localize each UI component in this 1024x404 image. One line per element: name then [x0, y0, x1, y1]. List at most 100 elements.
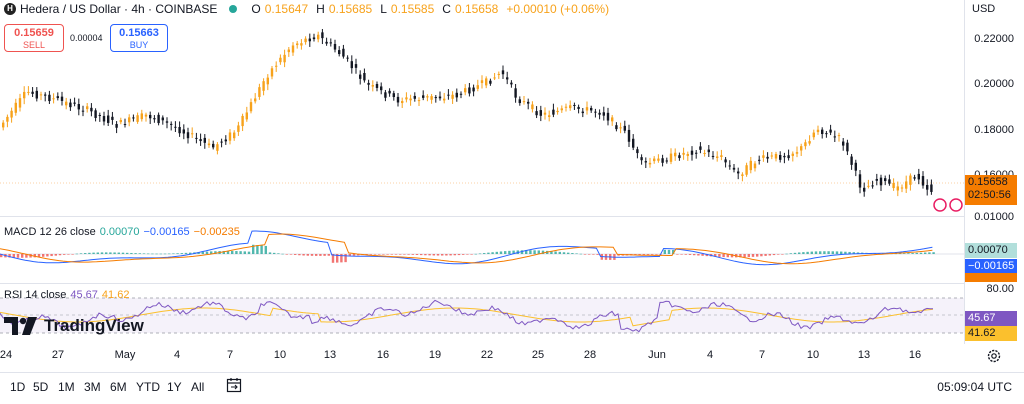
candle-body: [447, 94, 450, 96]
macd-histogram-bar: [319, 254, 322, 256]
macd-histogram-bar: [109, 252, 112, 254]
macd-histogram-bar: [0, 254, 3, 258]
candle-body: [548, 115, 551, 117]
rsi-line: [0, 299, 933, 333]
candle-body: [308, 38, 311, 42]
timeframe-6m[interactable]: 6M: [110, 380, 127, 394]
macd-histogram-bar: [12, 254, 15, 258]
macd-histogram-bar: [180, 253, 183, 254]
macd-histogram-bar: [50, 254, 53, 257]
candle-body: [732, 167, 736, 170]
macd-histogram-bar: [714, 254, 717, 257]
chart-area[interactable]: [0, 0, 964, 344]
macd-histogram-bar: [697, 254, 700, 256]
candle-body: [674, 152, 677, 157]
macd-histogram-bar: [277, 253, 280, 254]
candle-body: [321, 32, 324, 39]
time-tick: 7: [226, 349, 234, 361]
macd-histogram-bar: [655, 254, 658, 255]
timeframe-all[interactable]: All: [191, 380, 205, 394]
macd-histogram-bar: [726, 254, 729, 258]
rsi-value: 45.67: [70, 289, 98, 301]
symbol-title[interactable]: Hedera / US Dollar · 4h · COINBASE: [20, 2, 218, 16]
time-tick: 7: [758, 349, 766, 361]
currency-selector[interactable]: USD: [968, 0, 1016, 18]
time-tick: 13: [857, 349, 871, 361]
candle-body: [44, 94, 47, 96]
macd-histogram-bar: [285, 254, 288, 255]
timeframe-ytd[interactable]: YTD: [136, 380, 160, 394]
candle-body: [501, 70, 505, 75]
candle-body: [94, 110, 97, 118]
macd-histogram-bar: [323, 254, 326, 256]
candle-body: [619, 127, 622, 129]
time-axis[interactable]: 24 27 May 4 7 10 13 16 19 22 25 28 Jun 4…: [0, 344, 1024, 366]
macd-histogram-bar: [525, 250, 528, 254]
spread-value: 0.00004: [70, 33, 103, 43]
macd-histogram-bar: [924, 252, 927, 254]
candle-body: [657, 158, 660, 161]
timeframe-1m[interactable]: 1M: [58, 380, 75, 394]
candle-body: [216, 144, 219, 151]
macd-histogram-bar: [730, 254, 734, 258]
macd-histogram-bar: [315, 254, 318, 256]
macd-signal-line: [0, 233, 933, 265]
macd-histogram-bar: [298, 254, 301, 256]
macd-signal-value: −0.00235: [193, 226, 240, 238]
macd-histogram-bar: [541, 250, 545, 254]
candle-body: [905, 181, 908, 189]
macd-histogram-bar: [147, 253, 150, 255]
timeframe-5d[interactable]: 5D: [33, 380, 49, 394]
macd-histogram-bar: [478, 253, 482, 255]
macd-histogram-bar: [558, 251, 561, 254]
candle-body: [338, 50, 341, 55]
candle-body: [774, 153, 778, 159]
bar-countdown: 02:50:56: [968, 189, 1011, 201]
candle-body: [779, 155, 782, 160]
candle-body: [455, 92, 458, 98]
go-to-date-calendar-icon[interactable]: [226, 377, 242, 393]
macd-legend[interactable]: MACD 12 26 close 0.00070 −0.00165 −0.00235: [4, 226, 240, 238]
candle-body: [766, 156, 769, 159]
timeframe-1y[interactable]: 1Y: [167, 380, 182, 394]
candle-body: [388, 90, 391, 94]
buy-button[interactable]: 0.15663 BUY: [110, 24, 168, 52]
rsi-legend[interactable]: RSI 14 close 45.67 41.62: [4, 289, 129, 301]
settings-gear-icon[interactable]: [987, 349, 1001, 363]
macd-histogram-bar: [852, 252, 855, 254]
macd-histogram-bar: [806, 251, 809, 254]
price-axis[interactable]: 0.22000 0.20000 0.18000 0.16000 0.01000 …: [964, 0, 1024, 344]
macd-histogram-bar: [289, 254, 293, 255]
chart-canvas[interactable]: [0, 0, 964, 344]
sell-button[interactable]: 0.15659 SELL: [4, 24, 64, 52]
timeframe-1d[interactable]: 1D: [10, 380, 26, 394]
candle-body: [14, 102, 17, 113]
time-tick: 16: [908, 349, 922, 361]
timeframe-3m[interactable]: 3M: [84, 380, 101, 394]
buy-price: 0.15663: [119, 27, 159, 39]
price-tick: 0.01000: [974, 211, 1014, 223]
candle-body: [279, 57, 282, 63]
time-tick: 27: [51, 349, 65, 361]
tradingview-logo[interactable]: TradingView: [4, 316, 144, 336]
candle-body: [195, 137, 198, 139]
bottom-toolbar: 1D 5D 1M 3M 6M YTD 1Y All 05:09:04 UTC: [0, 372, 1024, 400]
candle-body: [917, 173, 920, 180]
macd-histogram-bar: [205, 251, 209, 254]
macd-histogram-bar: [915, 252, 918, 254]
candle-body: [690, 150, 694, 155]
macd-histogram-bar: [420, 254, 423, 256]
candle-body: [682, 152, 685, 155]
market-status-icon: [229, 5, 238, 13]
macd-histogram-bar: [747, 254, 750, 258]
pane-separator[interactable]: [0, 216, 964, 217]
candle-body: [10, 110, 13, 118]
candle-body: [825, 133, 828, 135]
candle-body: [254, 98, 257, 102]
macd-histogram-bar: [121, 252, 125, 254]
pane-separator[interactable]: [0, 283, 964, 284]
utc-clock[interactable]: 05:09:04 UTC: [937, 380, 1012, 394]
candle-body: [854, 162, 857, 171]
candle-body: [56, 96, 59, 99]
